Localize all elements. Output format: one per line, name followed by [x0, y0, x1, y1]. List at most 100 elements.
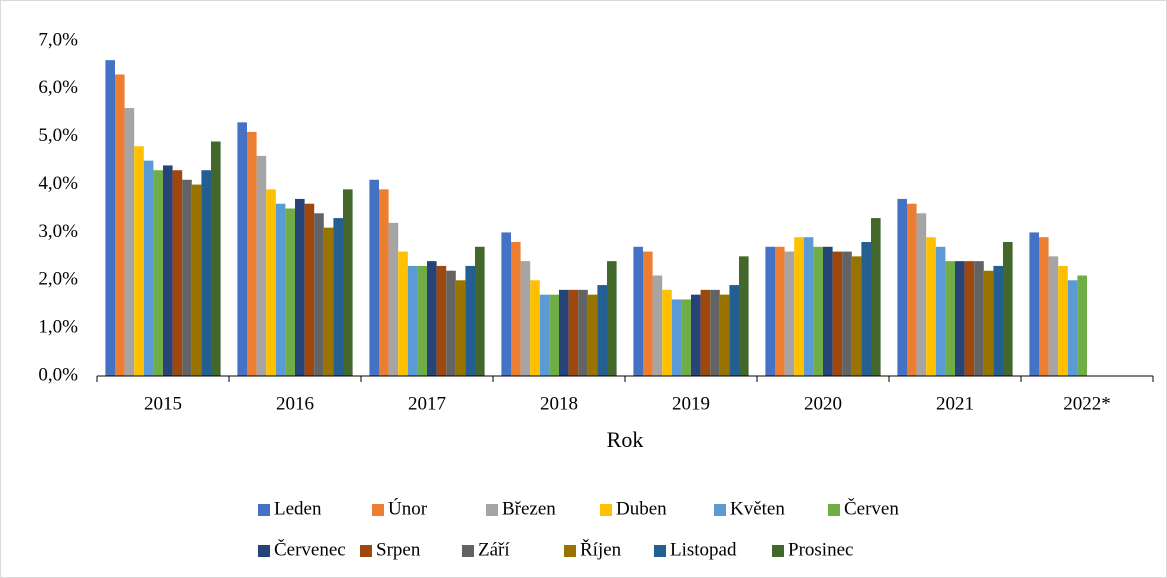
bar	[182, 179, 192, 376]
bar	[633, 246, 643, 376]
bar	[1067, 280, 1078, 376]
bar	[247, 131, 257, 376]
bar	[643, 251, 653, 376]
x-tick-label: 2020	[804, 393, 842, 414]
bar	[681, 299, 691, 376]
bar	[427, 261, 437, 376]
y-tick-label: 3,0%	[38, 221, 78, 242]
bar	[115, 74, 125, 376]
bar	[465, 265, 475, 376]
bar	[587, 294, 598, 376]
x-tick-label: 2016	[276, 393, 314, 414]
legend-swatch	[258, 504, 270, 516]
legend-swatch	[486, 504, 498, 516]
bar	[333, 218, 343, 376]
bar	[295, 198, 305, 376]
bar	[398, 251, 408, 376]
bar	[861, 242, 871, 376]
bar	[369, 179, 379, 376]
bar	[983, 270, 994, 376]
x-tick-label: 2021	[936, 393, 974, 414]
x-tick-label: 2019	[672, 393, 710, 414]
bar	[662, 289, 672, 376]
y-tick-label: 2,0%	[38, 269, 78, 290]
bar	[578, 289, 588, 376]
bar	[607, 261, 617, 376]
bar	[172, 170, 183, 376]
bar	[842, 251, 852, 376]
bar	[813, 246, 823, 376]
bar	[1058, 265, 1068, 376]
legend-swatch	[564, 545, 576, 557]
bar	[134, 146, 144, 376]
bar	[520, 261, 531, 376]
bar	[1048, 256, 1059, 376]
bar	[907, 203, 917, 376]
y-tick-label: 4,0%	[38, 173, 78, 194]
bar	[765, 246, 775, 376]
legend-swatch	[714, 504, 726, 516]
bar	[719, 294, 730, 376]
legend-swatch	[462, 545, 474, 557]
legend-swatch	[654, 545, 666, 557]
bar	[926, 237, 936, 376]
bar	[1077, 275, 1087, 376]
bar	[823, 246, 833, 376]
bar	[851, 256, 862, 376]
bar	[436, 265, 447, 376]
bar	[832, 251, 843, 376]
bar	[568, 289, 579, 376]
legend-swatch	[372, 504, 384, 516]
legend-swatch	[360, 545, 372, 557]
bar	[407, 265, 418, 376]
bar	[511, 242, 521, 376]
legend-label: Prosinec	[788, 539, 853, 560]
bar	[343, 189, 353, 376]
bar	[784, 251, 795, 376]
legend-label: Listopad	[670, 539, 737, 560]
bar	[105, 60, 115, 377]
bar	[191, 184, 202, 376]
x-tick-label: 2017	[408, 393, 446, 414]
bar	[803, 237, 814, 376]
bar	[1039, 237, 1049, 376]
legend-label: Duben	[616, 498, 667, 519]
bar	[201, 170, 211, 376]
y-tick-label: 0,0%	[38, 364, 78, 385]
bar	[871, 218, 881, 376]
bar	[935, 246, 946, 376]
bar	[124, 108, 135, 376]
bar	[256, 155, 267, 376]
bar	[729, 285, 739, 376]
bar	[964, 261, 975, 376]
bar	[1029, 232, 1039, 376]
bar	[304, 203, 315, 376]
bar	[153, 170, 163, 376]
x-tick-label: 2015	[144, 393, 182, 414]
legend-label: Říjen	[580, 538, 622, 560]
legend-label: Květen	[730, 498, 785, 519]
bar	[388, 222, 399, 376]
legend-swatch	[258, 545, 270, 557]
x-tick-label: 2018	[540, 393, 578, 414]
bar	[955, 261, 965, 376]
bar	[455, 280, 466, 376]
bar	[700, 289, 711, 376]
x-tick-label: 2022*	[1063, 393, 1111, 414]
bar	[530, 280, 540, 376]
bar	[446, 270, 456, 376]
bar	[549, 294, 559, 376]
bar	[559, 289, 569, 376]
bar	[652, 275, 663, 376]
bar	[974, 261, 984, 376]
bar	[314, 213, 324, 376]
bar	[739, 256, 749, 376]
bar	[237, 122, 247, 376]
bar	[993, 265, 1003, 376]
x-axis-label: Rok	[607, 427, 644, 452]
legend-swatch	[772, 545, 784, 557]
bar	[775, 246, 785, 376]
legend-label: Únor	[388, 497, 428, 519]
bar	[211, 141, 221, 376]
